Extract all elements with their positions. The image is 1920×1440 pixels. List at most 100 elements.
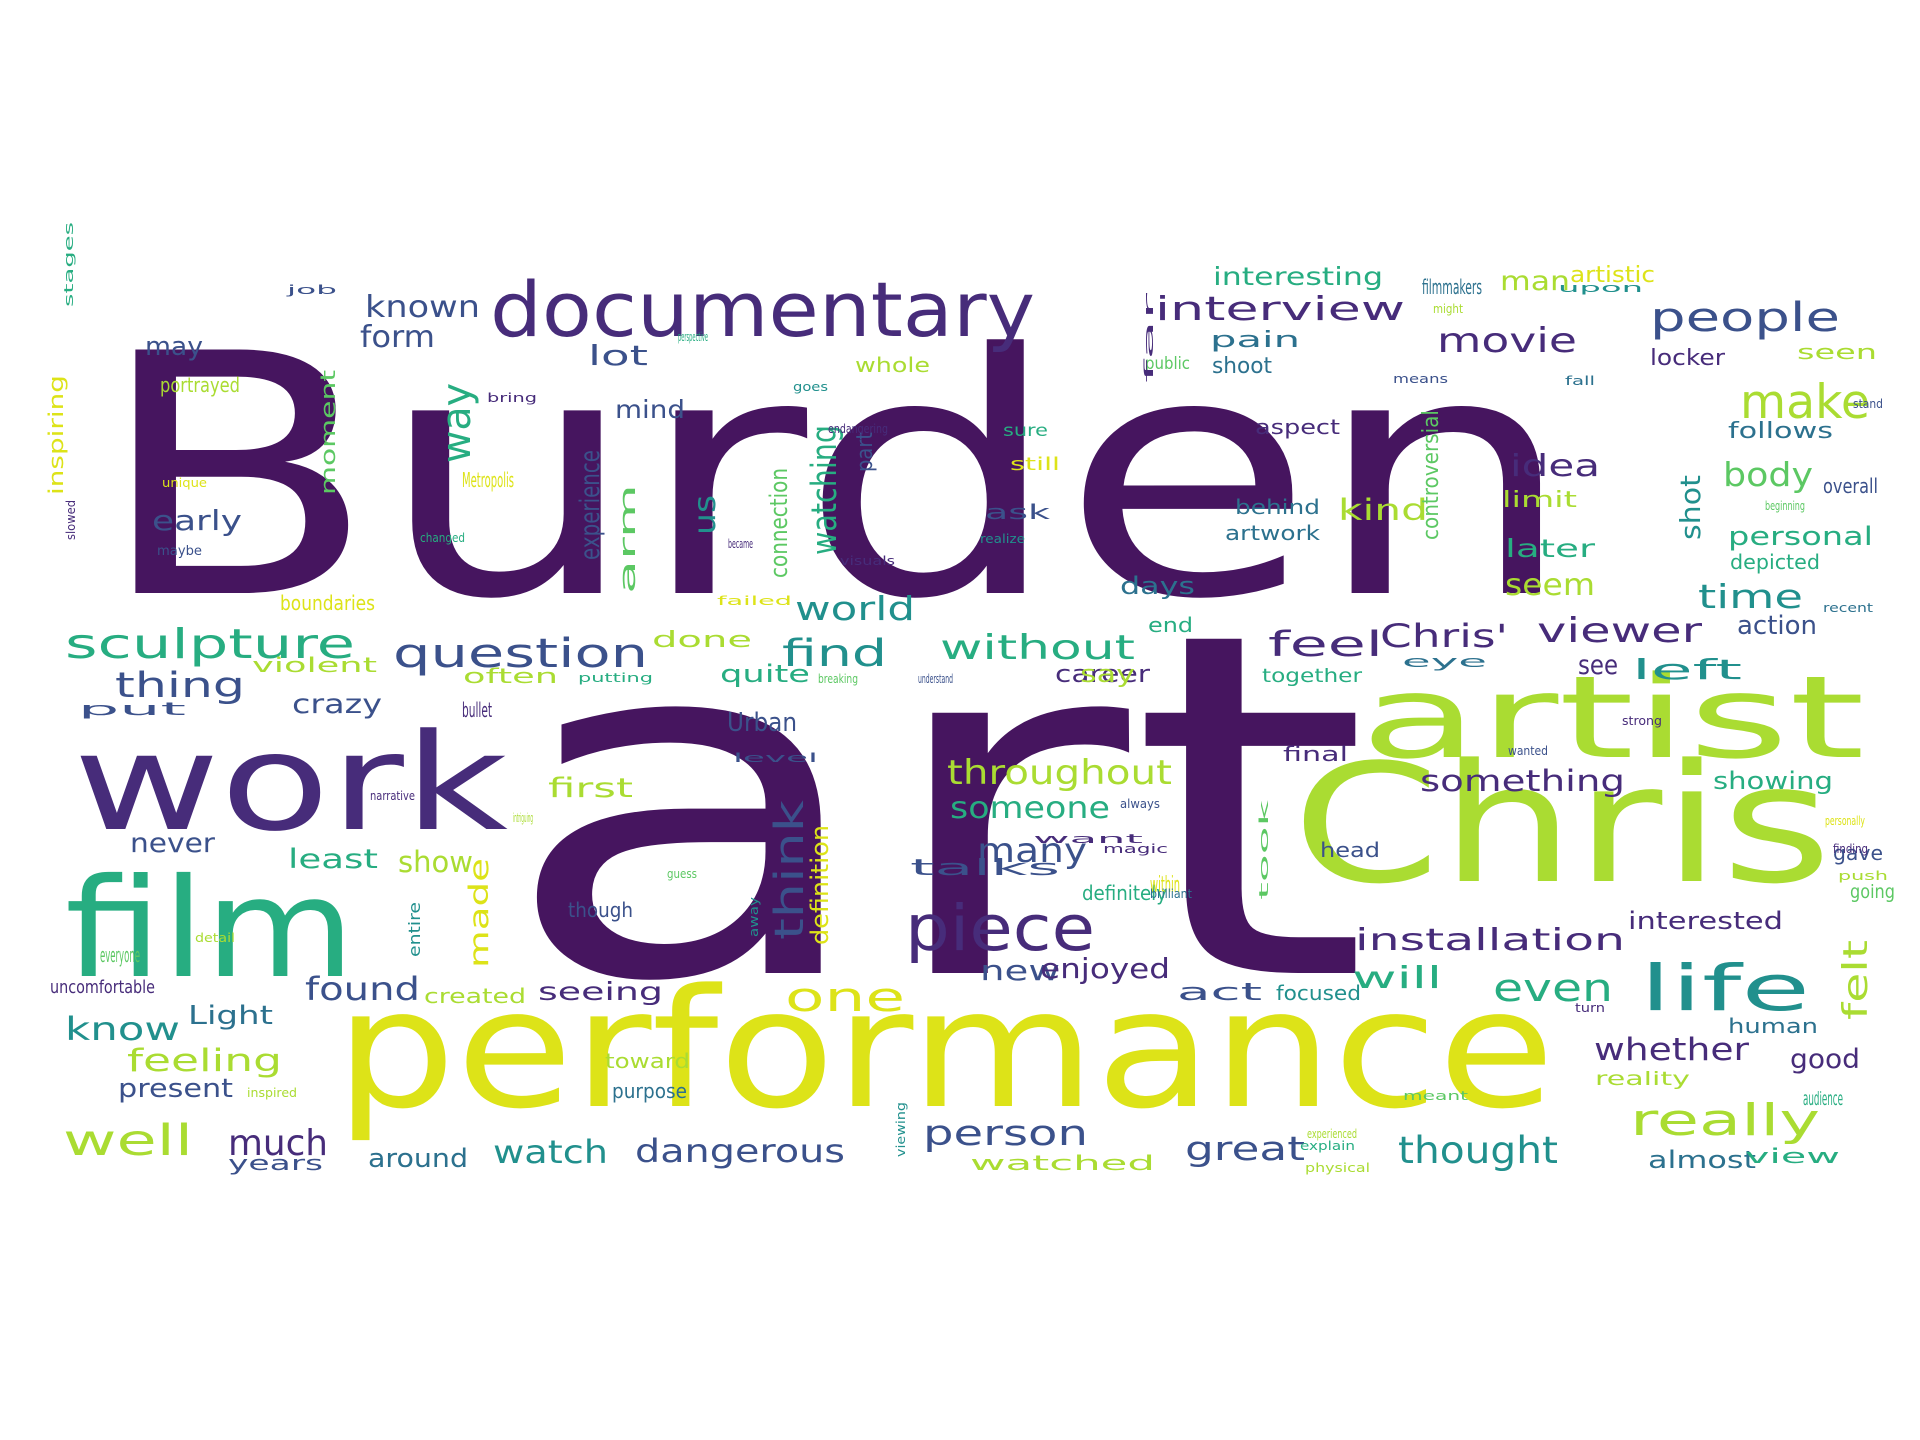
word-act: act xyxy=(1177,978,1262,1006)
word-good: good xyxy=(1790,1044,1860,1075)
word-definitely: definitely xyxy=(1082,881,1167,905)
word-enjoyed: enjoyed xyxy=(1040,952,1170,985)
word-even: even xyxy=(1493,966,1613,1010)
word-away: away xyxy=(747,897,761,937)
word-never: never xyxy=(130,828,216,859)
word-understand: understand xyxy=(918,672,953,686)
word-someone: someone xyxy=(950,791,1110,826)
word-metropolis: Metropolis xyxy=(462,468,514,492)
word-endangering: endangering xyxy=(828,422,888,436)
word-man: man xyxy=(1500,266,1570,297)
word-fall: fall xyxy=(1565,374,1595,388)
word-stages: stages xyxy=(62,222,76,307)
word-watching: watching xyxy=(805,425,845,555)
word-putting: putting xyxy=(578,671,653,685)
word-known: known xyxy=(365,290,480,325)
word-breaking: breaking xyxy=(818,672,858,686)
word-showing: showing xyxy=(1713,767,1833,795)
word-feel: feel xyxy=(1268,625,1383,665)
word-audience: audience xyxy=(1803,1088,1843,1110)
word-show: show xyxy=(398,845,473,879)
word-will: will xyxy=(1352,961,1442,996)
word-many: many xyxy=(977,831,1087,871)
word-piece: piece xyxy=(905,892,1095,965)
word-form: form xyxy=(360,320,435,355)
word-really: really xyxy=(1630,1095,1820,1146)
word-public: public xyxy=(1145,354,1190,374)
word-guess: guess xyxy=(667,867,697,881)
word-later: later xyxy=(1505,534,1596,563)
word-chris: Chris' xyxy=(1380,617,1508,655)
word-explain: explain xyxy=(1300,1139,1355,1153)
word-personally: personally xyxy=(1825,814,1865,828)
word-finding: finding xyxy=(1833,842,1868,856)
word-chris: Chris xyxy=(1292,729,1832,920)
word-throughout: throughout xyxy=(947,753,1172,793)
word-moment: moment xyxy=(316,370,340,495)
word-years: years xyxy=(228,1151,323,1175)
word-limit: limit xyxy=(1502,488,1578,513)
word-though: though xyxy=(568,898,633,922)
word-strong: strong xyxy=(1622,714,1662,728)
word-meant: meant xyxy=(1403,1089,1468,1103)
word-brilliant: brilliant xyxy=(1150,887,1192,901)
word-recent: recent xyxy=(1823,601,1873,615)
word-portrayed: portrayed xyxy=(160,373,240,397)
word-first: first xyxy=(548,773,633,804)
word-career: career xyxy=(1055,660,1150,688)
word-locker: locker xyxy=(1650,346,1726,371)
word-entire: entire xyxy=(405,902,424,957)
word-artwork: artwork xyxy=(1225,521,1321,545)
word-movie: movie xyxy=(1437,321,1577,361)
word-interesting: interesting xyxy=(1213,262,1383,291)
word-toward: toward xyxy=(605,1049,690,1073)
word-idea: idea xyxy=(1510,449,1600,484)
word-turn: turn xyxy=(1575,1001,1605,1015)
word-created: created xyxy=(424,984,526,1008)
word-days: days xyxy=(1120,572,1195,600)
word-upon: upon xyxy=(1558,281,1643,295)
word-goes: goes xyxy=(793,380,828,394)
word-artistic: artistic xyxy=(1570,263,1655,288)
word-unique: unique xyxy=(162,476,207,490)
word-documentary: documentary xyxy=(490,265,1035,354)
word-without: without xyxy=(940,628,1135,668)
word-done: done xyxy=(652,628,752,653)
word-almost: almost xyxy=(1648,1146,1756,1174)
word-shot: shot xyxy=(1674,475,1707,540)
word-light: Light xyxy=(188,1001,273,1031)
word-visuals: visuals xyxy=(840,554,895,568)
word-wanted: wanted xyxy=(1508,744,1548,758)
word-final: final xyxy=(1283,742,1348,766)
word-stand: stand xyxy=(1853,397,1883,411)
word-viewing: viewing xyxy=(894,1102,908,1157)
word-seeing: seeing xyxy=(538,977,663,1006)
word-lot: lot xyxy=(588,339,648,372)
word-beginning: beginning xyxy=(1765,499,1805,513)
word-way: way xyxy=(434,383,480,463)
word-inspired: inspired xyxy=(247,1086,297,1100)
word-action: action xyxy=(1737,611,1817,641)
word-talks: talks xyxy=(910,856,1060,881)
word-well: well xyxy=(63,1116,193,1166)
word-intriguing: intriguing xyxy=(513,811,533,825)
word-urban: Urban xyxy=(727,708,797,738)
word-definition: definition xyxy=(806,825,834,945)
word-shoot: shoot xyxy=(1212,354,1272,379)
word-much: much xyxy=(228,1123,328,1164)
word-detail: detail xyxy=(195,931,235,945)
word-artist: artist xyxy=(1360,651,1865,784)
word-found: found xyxy=(305,970,420,1008)
word-crazy: crazy xyxy=(292,689,382,720)
word-present: present xyxy=(118,1074,233,1104)
word-sculpture: sculpture xyxy=(65,620,355,668)
word-arm: arm xyxy=(616,484,641,594)
word-perspective: perspective xyxy=(678,330,708,344)
word-violent: violent xyxy=(252,653,377,677)
word-level: level xyxy=(733,751,818,765)
word-took: took xyxy=(1257,800,1271,900)
word-going: going xyxy=(1850,881,1895,903)
